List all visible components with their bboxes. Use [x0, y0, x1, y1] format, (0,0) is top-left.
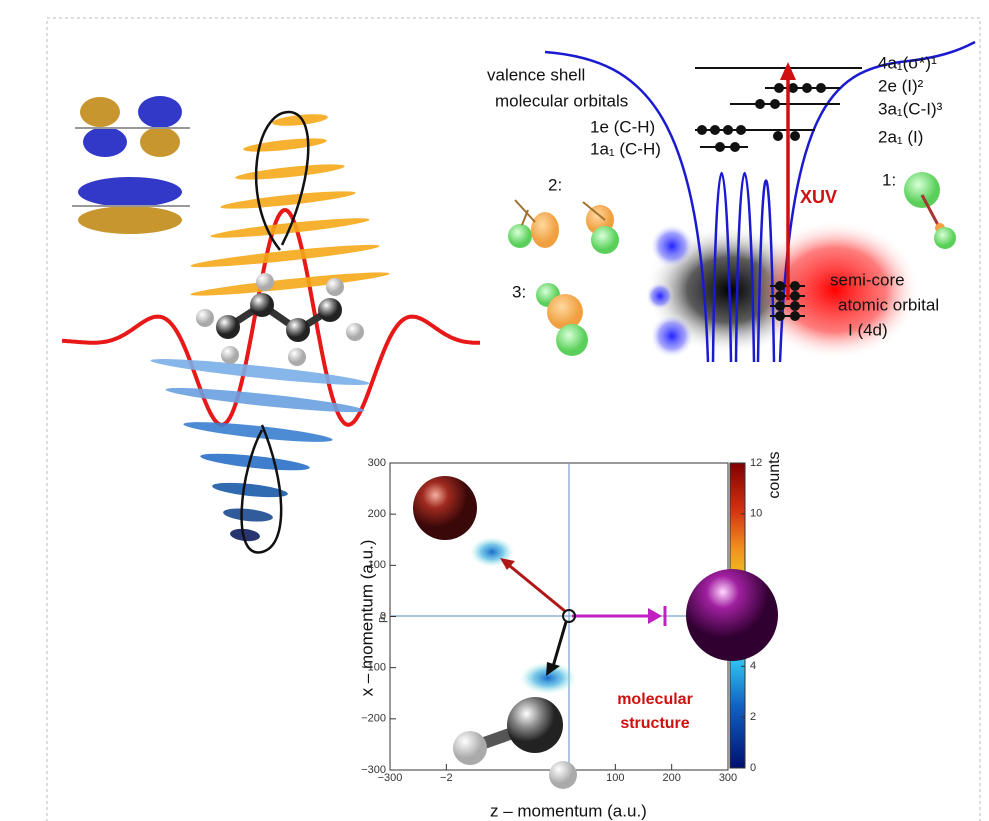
label: atomic orbital [838, 295, 939, 314]
field-lobe [212, 480, 289, 500]
colorbar-label: counts [766, 451, 783, 498]
y-tick-label: −200 [361, 713, 386, 725]
y-tick-label: 0 [380, 610, 386, 622]
y-tick-label: −100 [361, 662, 386, 674]
level-label: 2e (I)² [878, 76, 924, 95]
colorbar-tick-label: 10 [750, 508, 762, 520]
colorbar-tick-label: 2 [750, 711, 756, 723]
orbital-pictures [72, 96, 190, 234]
field-lobe [223, 506, 274, 523]
level-label: 4a₁(σ*)¹ [878, 53, 937, 72]
label: I (4d) [848, 320, 888, 339]
field-lobe [150, 355, 370, 390]
pulse-label: XUV [800, 187, 837, 207]
field-lobe [190, 241, 380, 271]
label: molecular orbitals [495, 91, 628, 110]
field-lobe [243, 136, 328, 155]
label: valence shell [487, 65, 585, 84]
colorbar-tick-label: 12 [750, 457, 762, 469]
y-tick-label: 100 [368, 559, 386, 571]
field-lobe [183, 418, 333, 446]
y-tick-label: 200 [368, 508, 386, 520]
label: semi-core [830, 270, 905, 289]
x-axis-label: z – momentum (a.u.) [490, 801, 647, 820]
level-label: 1e (C-H) [590, 117, 655, 136]
level-label: 2a₁ (I) [878, 127, 923, 146]
tag: 3: [512, 282, 526, 301]
momentum-map [390, 463, 778, 789]
field-lobe [220, 188, 356, 212]
x-tick-label: −2 [440, 772, 453, 784]
field-lobe [235, 161, 345, 182]
colorbar-tick-label: 0 [750, 762, 756, 774]
x-tick-label: 300 [719, 772, 737, 784]
field-lobe [200, 450, 311, 473]
level-label: 3a₁(C-I)³ [878, 99, 943, 118]
figure: valence shell molecular orbitals 1e (C-H… [0, 0, 989, 821]
annotation: molecular [617, 691, 693, 708]
annotation: structure [620, 715, 689, 732]
colorbar-tick-label: 4 [750, 660, 756, 672]
level-label: 1a₁ (C-H) [590, 139, 661, 158]
field-lobe [190, 269, 390, 300]
y-tick-label: 300 [368, 457, 386, 469]
x-tick-label: 100 [606, 772, 624, 784]
y-tick-label: −300 [361, 764, 386, 776]
tag: 1: [882, 170, 896, 189]
tag: 2: [548, 175, 562, 194]
x-tick-label: 200 [662, 772, 680, 784]
red-wave [62, 210, 480, 425]
